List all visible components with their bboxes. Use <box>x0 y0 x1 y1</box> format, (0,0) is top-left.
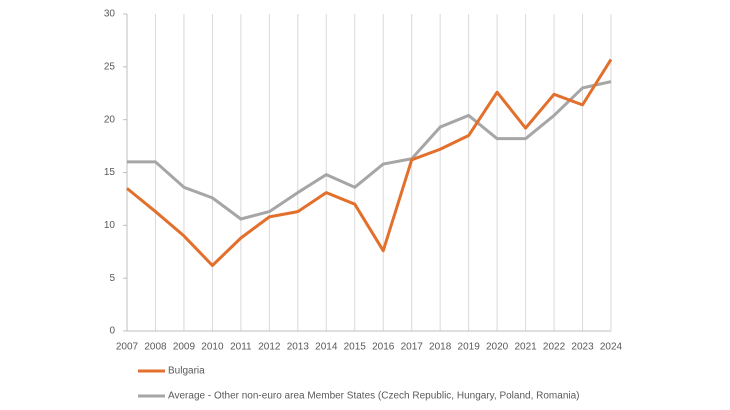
x-tick-label: 2024 <box>600 342 623 353</box>
line-series <box>126 58 613 267</box>
x-tick-label: 2009 <box>173 342 196 353</box>
y-tick-label: 0 <box>109 326 115 337</box>
x-tick-label: 2013 <box>287 342 310 353</box>
x-tick-label: 2018 <box>429 342 452 353</box>
x-tick-label: 2015 <box>344 342 367 353</box>
x-tick-label: 2007 <box>116 342 139 353</box>
y-tick-label: 25 <box>104 61 116 72</box>
y-tick-label: 10 <box>104 220 116 231</box>
y-tick-label: 5 <box>109 273 115 284</box>
x-tick-label: 2022 <box>543 342 566 353</box>
x-tick-label: 2008 <box>144 342 167 353</box>
x-tick-label: 2011 <box>230 342 252 353</box>
x-tick-label: 2020 <box>486 342 509 353</box>
line-series <box>127 80 612 221</box>
x-tick-label: 2023 <box>571 342 594 353</box>
x-tick-label: 2014 <box>315 342 338 353</box>
x-tick-label: 2017 <box>401 342 424 353</box>
legend-label: Bulgaria <box>168 366 205 377</box>
x-tick-label: 2012 <box>258 342 281 353</box>
y-tick-label: 15 <box>104 167 116 178</box>
x-tick-label: 2021 <box>514 342 537 353</box>
y-tick-label: 20 <box>104 114 116 125</box>
legend-label: Average - Other non-euro area Member Sta… <box>168 391 580 402</box>
y-tick-label: 30 <box>104 9 116 20</box>
x-tick-label: 2019 <box>458 342 481 353</box>
x-tick-label: 2010 <box>201 342 224 353</box>
x-tick-label: 2016 <box>372 342 395 353</box>
